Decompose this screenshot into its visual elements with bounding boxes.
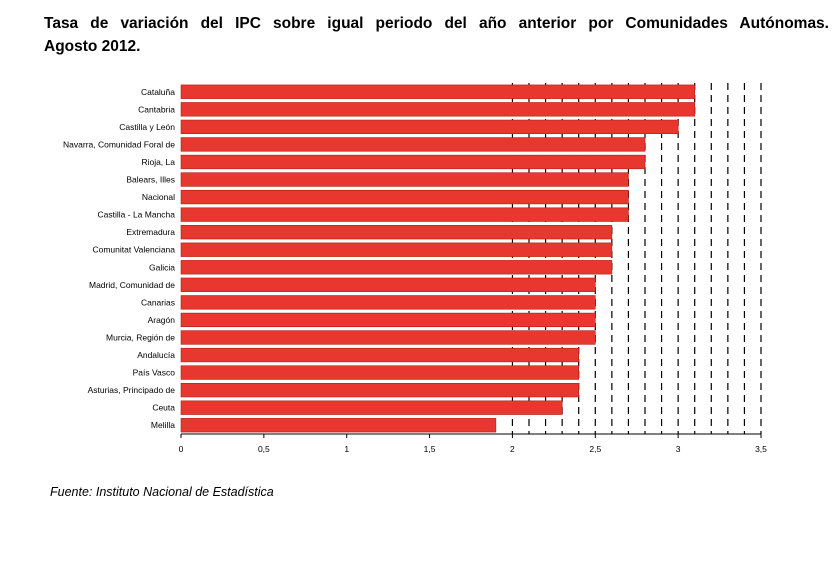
category-label: Galicia bbox=[149, 262, 175, 272]
category-label: Comunitat Valenciana bbox=[92, 245, 175, 255]
bar bbox=[180, 119, 679, 135]
x-tick-label: 0,5 bbox=[258, 444, 270, 454]
bar bbox=[180, 382, 580, 398]
category-label: Canarias bbox=[141, 297, 175, 307]
x-tick-label: 1 bbox=[344, 444, 349, 454]
bar bbox=[180, 207, 629, 222]
bar bbox=[180, 84, 696, 99]
category-label: Cataluña bbox=[141, 87, 175, 97]
x-tick-label: 2 bbox=[510, 444, 515, 454]
chart-title-line-2: Agosto 2012. bbox=[44, 38, 141, 55]
bar bbox=[180, 172, 629, 187]
bar bbox=[180, 295, 596, 310]
category-label: Cantabria bbox=[138, 104, 175, 114]
bar bbox=[180, 347, 580, 363]
bar bbox=[180, 137, 646, 152]
bar bbox=[180, 242, 613, 257]
x-tick-label: 3,5 bbox=[755, 444, 767, 454]
category-label: Castilla - La Mancha bbox=[98, 210, 176, 220]
bar bbox=[180, 225, 613, 240]
bar bbox=[180, 260, 613, 275]
bar bbox=[180, 277, 596, 292]
category-label: Navarra, Comunidad Foral de bbox=[63, 139, 175, 149]
bar bbox=[180, 312, 596, 328]
source-note: Fuente: Instituto Nacional de Estadístic… bbox=[50, 485, 274, 499]
category-label: Ceuta bbox=[152, 403, 175, 413]
category-label: Madrid, Comunidad de bbox=[89, 280, 175, 290]
bar bbox=[180, 400, 563, 415]
bar bbox=[180, 418, 497, 433]
category-label: País Vasco bbox=[133, 368, 176, 378]
x-tick-label: 3 bbox=[676, 444, 681, 454]
bar bbox=[180, 365, 580, 380]
category-label: Murcia, Región de bbox=[106, 332, 175, 342]
chart-title-line-1: Tasa de variación del IPC sobre igual pe… bbox=[44, 15, 829, 32]
x-tick-label: 0 bbox=[179, 444, 184, 454]
category-label: Nacional bbox=[142, 192, 175, 202]
x-tick-label: 1,5 bbox=[424, 444, 436, 454]
category-label: Andalucía bbox=[137, 350, 175, 360]
category-label: Balears, Illes bbox=[126, 175, 175, 185]
category-label: Rioja, La bbox=[141, 157, 175, 167]
category-label: Castilla y León bbox=[119, 122, 175, 132]
category-label: Asturias, Principado de bbox=[88, 385, 176, 395]
category-label: Aragón bbox=[148, 315, 176, 325]
bar bbox=[180, 102, 696, 117]
bar bbox=[180, 330, 596, 345]
bar bbox=[180, 189, 629, 205]
category-label: Melilla bbox=[151, 420, 175, 430]
x-tick-label: 2,5 bbox=[589, 444, 601, 454]
bar bbox=[180, 154, 646, 170]
chart-title: Tasa de variación del IPC sobre igual pe… bbox=[44, 12, 829, 58]
category-label: Extremadura bbox=[126, 227, 175, 237]
